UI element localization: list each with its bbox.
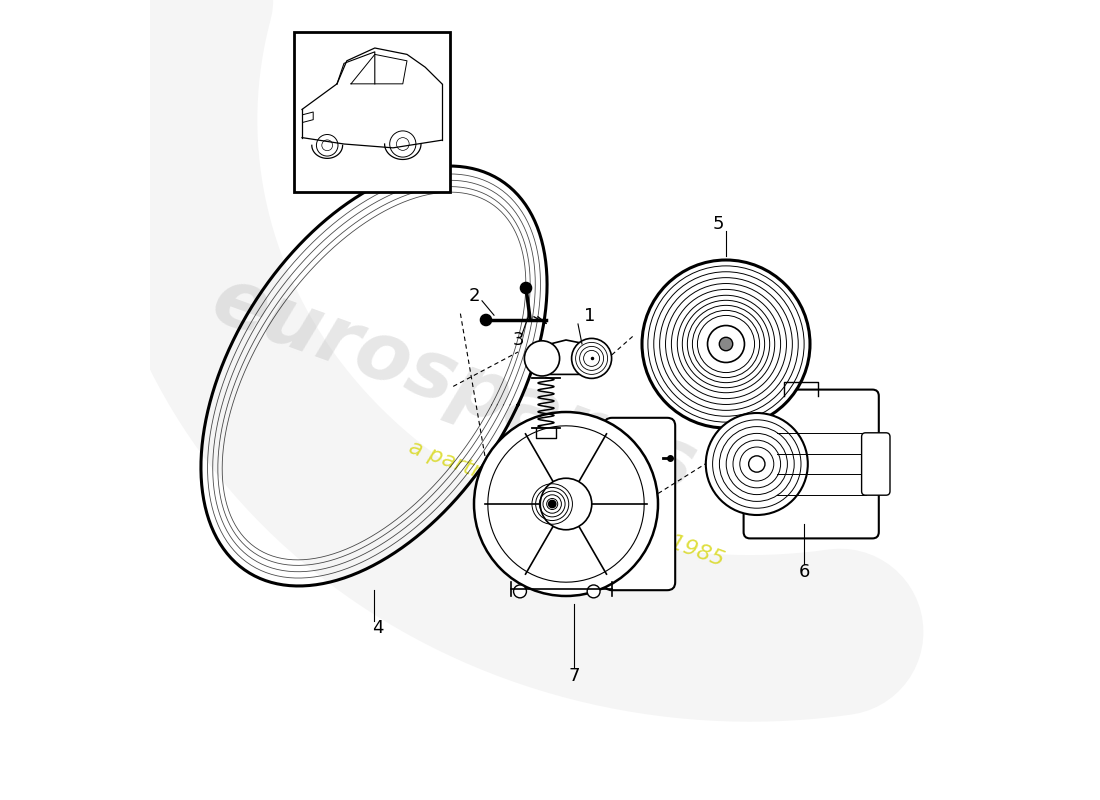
Text: 1: 1	[584, 307, 596, 325]
Circle shape	[474, 412, 658, 596]
Text: eurospares: eurospares	[201, 260, 706, 508]
Polygon shape	[530, 340, 598, 374]
Circle shape	[707, 326, 745, 362]
Bar	[294, 32, 450, 192]
Text: 7: 7	[569, 667, 580, 685]
Circle shape	[749, 456, 764, 472]
Circle shape	[549, 500, 556, 508]
Circle shape	[572, 338, 612, 378]
FancyBboxPatch shape	[861, 433, 890, 495]
Text: 2: 2	[469, 287, 480, 305]
Text: 5: 5	[713, 215, 724, 233]
Circle shape	[706, 413, 807, 515]
Text: 3: 3	[513, 331, 524, 349]
Text: a partner for parts since 1985: a partner for parts since 1985	[406, 438, 726, 570]
Circle shape	[481, 314, 492, 326]
Circle shape	[719, 338, 733, 350]
Circle shape	[540, 478, 592, 530]
Circle shape	[514, 585, 527, 598]
Circle shape	[525, 341, 560, 376]
Text: 4: 4	[372, 619, 384, 637]
FancyBboxPatch shape	[744, 390, 879, 538]
FancyBboxPatch shape	[604, 418, 675, 590]
Circle shape	[587, 585, 600, 598]
Circle shape	[642, 260, 810, 428]
Circle shape	[520, 282, 531, 294]
Text: 6: 6	[799, 563, 810, 581]
